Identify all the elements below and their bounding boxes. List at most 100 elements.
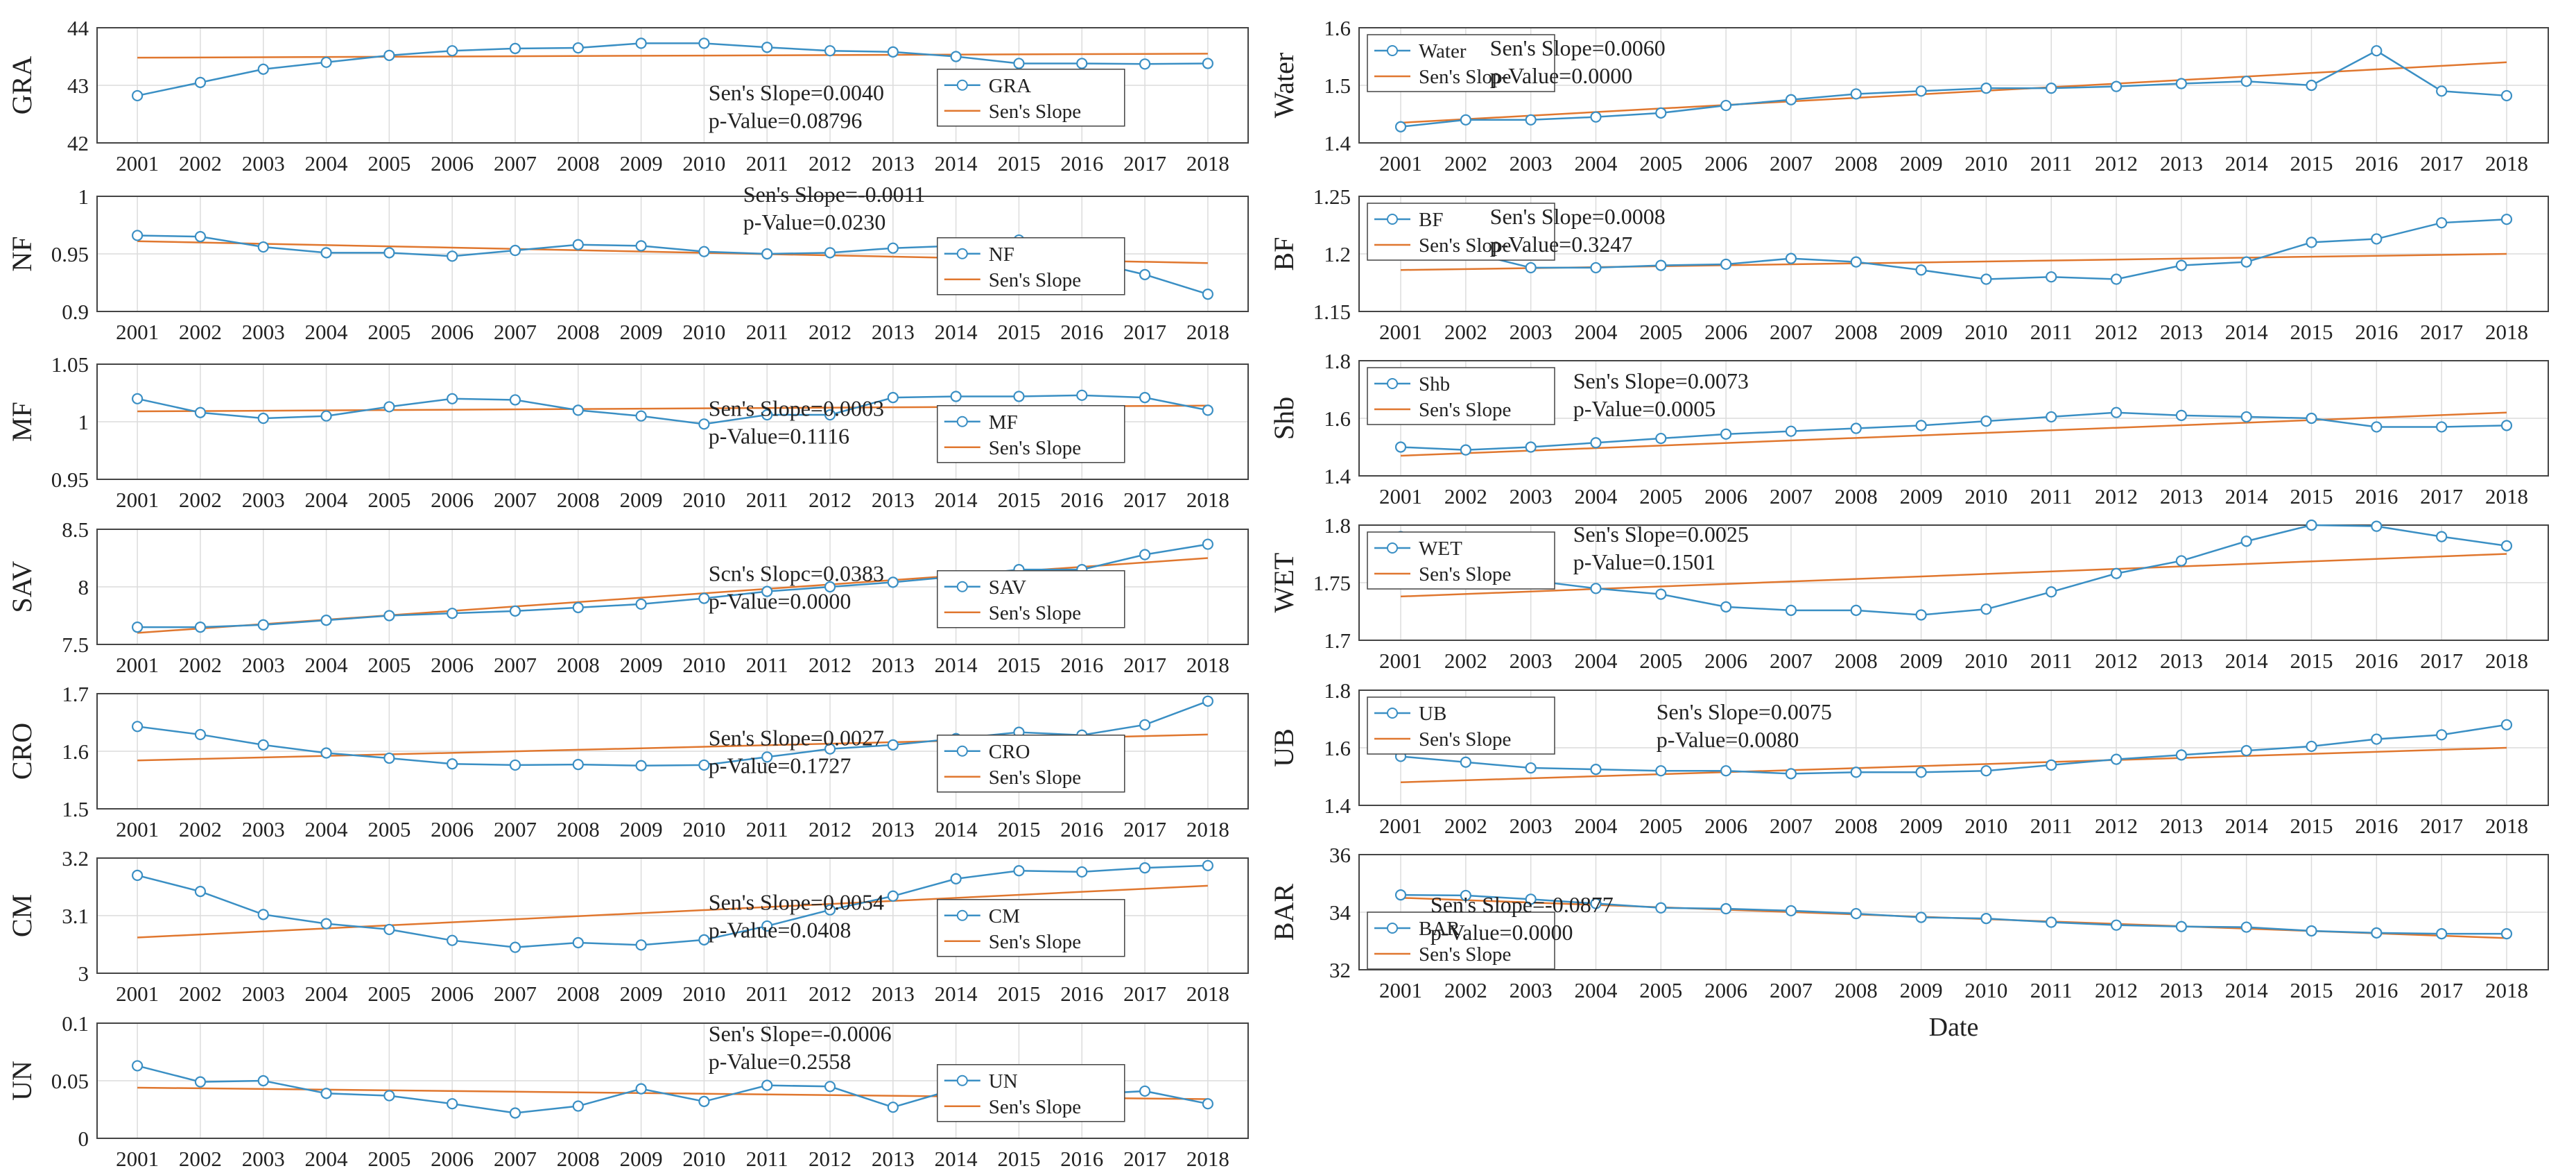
data-point xyxy=(1013,58,1025,69)
x-tick-label: 2014 xyxy=(935,653,978,677)
series-line xyxy=(137,700,1209,767)
x-tick-label: 2001 xyxy=(1379,320,1422,344)
p-value-annotation: p-Value=0.0230 xyxy=(743,209,886,234)
sens-slope-annotation: Sen's Slope=0.0008 xyxy=(1490,204,1666,229)
x-tick-label: 2002 xyxy=(179,982,222,1006)
data-point xyxy=(887,242,899,254)
x-tick-label: 2008 xyxy=(1835,978,1878,1002)
x-tick-label: 2002 xyxy=(179,151,222,175)
x-tick-label: 2008 xyxy=(557,982,600,1006)
sens-slope-annotation: Sen's Slope=0.0075 xyxy=(1657,699,1832,724)
data-point xyxy=(194,886,207,898)
x-tick-label: 2017 xyxy=(2420,978,2463,1002)
data-point xyxy=(1139,58,1151,70)
data-point xyxy=(1202,859,1214,871)
data-point xyxy=(383,401,395,413)
x-tick-label: 2006 xyxy=(1704,484,1747,508)
x-tick-label: 2018 xyxy=(1186,817,1229,841)
series-line xyxy=(137,543,1209,628)
data-point xyxy=(1590,583,1602,594)
data-point xyxy=(761,409,773,421)
data-point xyxy=(447,1098,458,1110)
y-tick-label: 1.4 xyxy=(1324,464,1351,488)
y-tick-label: 1 xyxy=(78,410,89,434)
data-point xyxy=(1655,902,1667,914)
legend-series-marker xyxy=(1387,45,1398,56)
x-tick-label: 2016 xyxy=(1060,653,1103,677)
legend-box: Water Sen's Slope xyxy=(1367,34,1555,92)
data-point xyxy=(320,1088,332,1099)
data-point xyxy=(132,1060,144,1072)
x-tick-label: 2002 xyxy=(1444,320,1487,344)
x-tick-label: 2015 xyxy=(2290,151,2333,175)
y-tick-label: 8 xyxy=(78,575,89,599)
data-point xyxy=(2306,519,2317,531)
data-point xyxy=(1980,83,1992,94)
x-tick-label: 2009 xyxy=(620,488,663,512)
x-tick-label: 2003 xyxy=(1510,484,1553,508)
axis-frame xyxy=(96,1022,1249,1139)
legend-box: UB Sen's Slope xyxy=(1367,696,1555,755)
data-point xyxy=(1590,764,1602,776)
x-tick-label: 2012 xyxy=(809,1147,852,1171)
x-tick-label: 2017 xyxy=(2420,649,2463,673)
data-point xyxy=(509,605,521,617)
data-point xyxy=(2500,420,2513,431)
x-tick-label: 2010 xyxy=(1964,484,2007,508)
x-tick-label: 2003 xyxy=(242,488,285,512)
legend-box: CRO Sen's Slope xyxy=(937,735,1125,793)
data-point xyxy=(1202,1098,1214,1110)
series-line xyxy=(137,42,1208,97)
data-point xyxy=(2046,411,2057,423)
series-line xyxy=(1400,49,2507,128)
data-point xyxy=(1655,765,1667,777)
legend-series-label: CRO xyxy=(989,741,1030,763)
x-tick-label: 2009 xyxy=(620,1147,663,1171)
legend-series-label: UN xyxy=(989,1070,1018,1093)
series-line xyxy=(1400,411,2507,451)
data-point xyxy=(1720,99,1732,112)
x-tick-label: 2003 xyxy=(242,320,285,344)
legend-trend-label: Sen's Slope xyxy=(989,101,1081,123)
sens-slope-annotation: Sen's Slope=0.0003 xyxy=(709,396,884,421)
data-point xyxy=(1590,437,1602,449)
x-tick-label: 2014 xyxy=(935,1147,978,1171)
y-tick-label: 1.75 xyxy=(1313,571,1351,595)
data-point xyxy=(1525,893,1537,905)
x-tick-label: 2001 xyxy=(116,320,159,344)
x-tick-label: 2015 xyxy=(997,488,1040,512)
x-tick-label: 2005 xyxy=(368,488,410,512)
x-tick-label: 2013 xyxy=(2160,978,2203,1002)
data-point xyxy=(1202,58,1214,69)
x-tick-label: 2005 xyxy=(1639,320,1682,344)
data-point xyxy=(132,393,144,404)
x-tick-label: 2017 xyxy=(1123,320,1166,344)
legend-trend-label: Sen's Slope xyxy=(989,931,1081,953)
data-point xyxy=(447,608,458,619)
x-tick-label: 2018 xyxy=(2485,151,2528,175)
legend-series-marker xyxy=(956,581,968,592)
x-tick-label: 2010 xyxy=(682,982,725,1006)
data-point xyxy=(698,246,710,257)
y-tick-label: 1.8 xyxy=(1324,678,1351,703)
x-tick-label: 2002 xyxy=(1444,649,1487,673)
p-value-annotation: p-Value=0.0080 xyxy=(1657,727,1799,752)
data-point xyxy=(2436,85,2448,97)
data-point xyxy=(2371,233,2383,245)
legend-trend-label: Sen's Slope xyxy=(989,269,1081,291)
legend-box: NF Sen's Slope xyxy=(937,237,1125,296)
data-point xyxy=(1460,889,1471,902)
x-tick-label: 2018 xyxy=(1186,151,1229,175)
data-point xyxy=(194,231,207,243)
data-point xyxy=(257,619,269,631)
x-tick-label: 2008 xyxy=(1835,649,1878,673)
data-point xyxy=(824,743,836,755)
data-point xyxy=(2110,567,2123,579)
x-tick-label: 2015 xyxy=(997,817,1040,841)
x-tick-label: 2012 xyxy=(2095,814,2138,838)
legend-series-label: MF xyxy=(989,411,1018,434)
data-point xyxy=(824,581,836,593)
x-tick-label: 2007 xyxy=(494,817,537,841)
x-tick-label: 2005 xyxy=(1639,151,1682,175)
legend-frame xyxy=(1367,367,1555,425)
